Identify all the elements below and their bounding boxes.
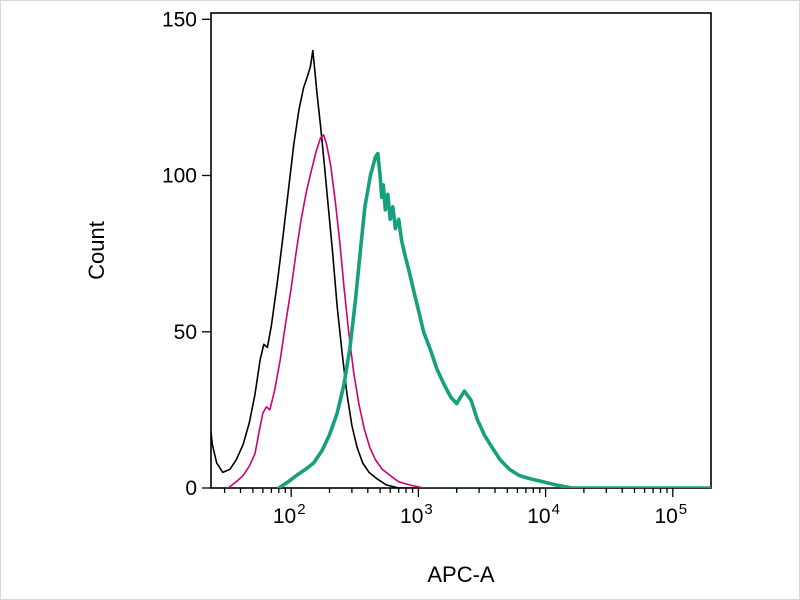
- magenta-curve-path: [227, 134, 711, 488]
- y-axis-tick-label: 150: [162, 8, 197, 31]
- x-axis-tick-label: 105: [654, 501, 687, 528]
- y-axis-tick-label: 100: [162, 165, 197, 188]
- y-axis-title: Count: [84, 221, 109, 280]
- x-axis-title: APC-A: [427, 562, 495, 587]
- x-axis-tick-label: 102: [273, 501, 306, 528]
- x-axis-tick-label: 104: [527, 501, 560, 528]
- y-axis-tick-label: 50: [174, 321, 197, 344]
- teal-curve-path: [277, 151, 711, 488]
- y-axis-tick-label: 0: [185, 477, 197, 500]
- black-curve-path: [211, 49, 711, 488]
- plot-border: [210, 12, 712, 489]
- x-axis-tick-label: 103: [400, 501, 433, 528]
